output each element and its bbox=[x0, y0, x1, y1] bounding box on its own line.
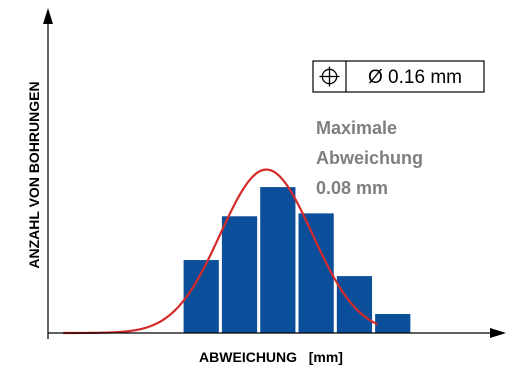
x-axis-arrow bbox=[490, 328, 506, 338]
bar bbox=[298, 213, 334, 333]
max-deviation-annotation: Maximale Abweichung 0.08 mm bbox=[316, 118, 423, 198]
annotation-line-2: Abweichung bbox=[316, 148, 423, 168]
y-axis-label: ANZAHL VON BOHRUNGEN bbox=[26, 81, 42, 268]
bars-layer bbox=[183, 187, 411, 333]
annotation-line-1: Maximale bbox=[316, 118, 397, 138]
y-axis-arrow bbox=[43, 8, 53, 24]
bar bbox=[260, 187, 296, 333]
position-tolerance-icon bbox=[319, 66, 340, 87]
tolerance-frame: Ø 0.16 mm bbox=[312, 60, 485, 93]
tolerance-value: Ø 0.16 mm bbox=[368, 67, 462, 88]
x-axis-label: ABWEICHUNG [mm] bbox=[199, 349, 343, 365]
tolerance-frame-box bbox=[312, 60, 485, 93]
bar bbox=[336, 276, 373, 333]
annotation-line-3: 0.08 mm bbox=[316, 178, 388, 198]
bar bbox=[221, 216, 258, 333]
bar bbox=[375, 314, 411, 333]
normal-curve bbox=[63, 168, 378, 335]
